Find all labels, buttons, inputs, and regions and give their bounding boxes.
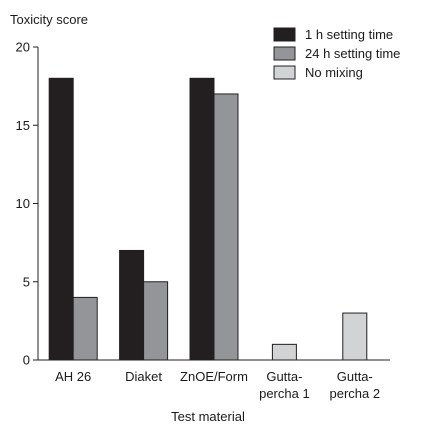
- bar-ah-26-series-1: [48, 77, 74, 361]
- y-axis: 0 5 10 15 20: [16, 40, 39, 368]
- legend-swatch: [273, 65, 296, 80]
- x-tick-label: Diaket: [125, 369, 162, 384]
- bar-znoe-form-series-1: [189, 77, 215, 361]
- bar-gutta-percha-2-series-3: [342, 312, 368, 361]
- legend-label: 24 h setting time: [305, 46, 400, 61]
- bar-diaket-series-2: [143, 281, 169, 361]
- legend-swatch: [273, 46, 296, 61]
- x-tick-label: AH 26: [55, 369, 91, 384]
- y-tick-label: 15: [16, 118, 30, 133]
- bar-znoe-form-series-2: [213, 93, 239, 361]
- y-tick-label: 20: [16, 40, 30, 55]
- x-tick-label: ZnOE/Form: [180, 369, 248, 384]
- y-tick-label: 5: [23, 274, 30, 289]
- y-tick-label: 0: [23, 353, 30, 368]
- legend-label: No mixing: [305, 65, 363, 80]
- y-tick-label: 10: [16, 196, 30, 211]
- bars: [48, 77, 368, 361]
- bar-ah-26-series-2: [72, 296, 98, 361]
- x-axis-label: Test material: [171, 409, 245, 424]
- x-tick-label: Gutta-percha 2: [330, 369, 381, 401]
- x-tick-label: Gutta-percha 1: [259, 369, 310, 401]
- bar-diaket-series-1: [119, 249, 145, 361]
- bar-gutta-percha-1-series-3: [271, 343, 297, 361]
- x-tick-labels: AH 26 Diaket ZnOE/Form Gutta-percha 1 Gutta-…: [55, 369, 380, 401]
- y-axis-label: Toxicity score: [10, 12, 88, 27]
- legend-swatch: [273, 27, 296, 42]
- legend: 1 h setting time 24 h setting time No mixi…: [273, 27, 400, 80]
- legend-label: 1 h setting time: [305, 27, 393, 42]
